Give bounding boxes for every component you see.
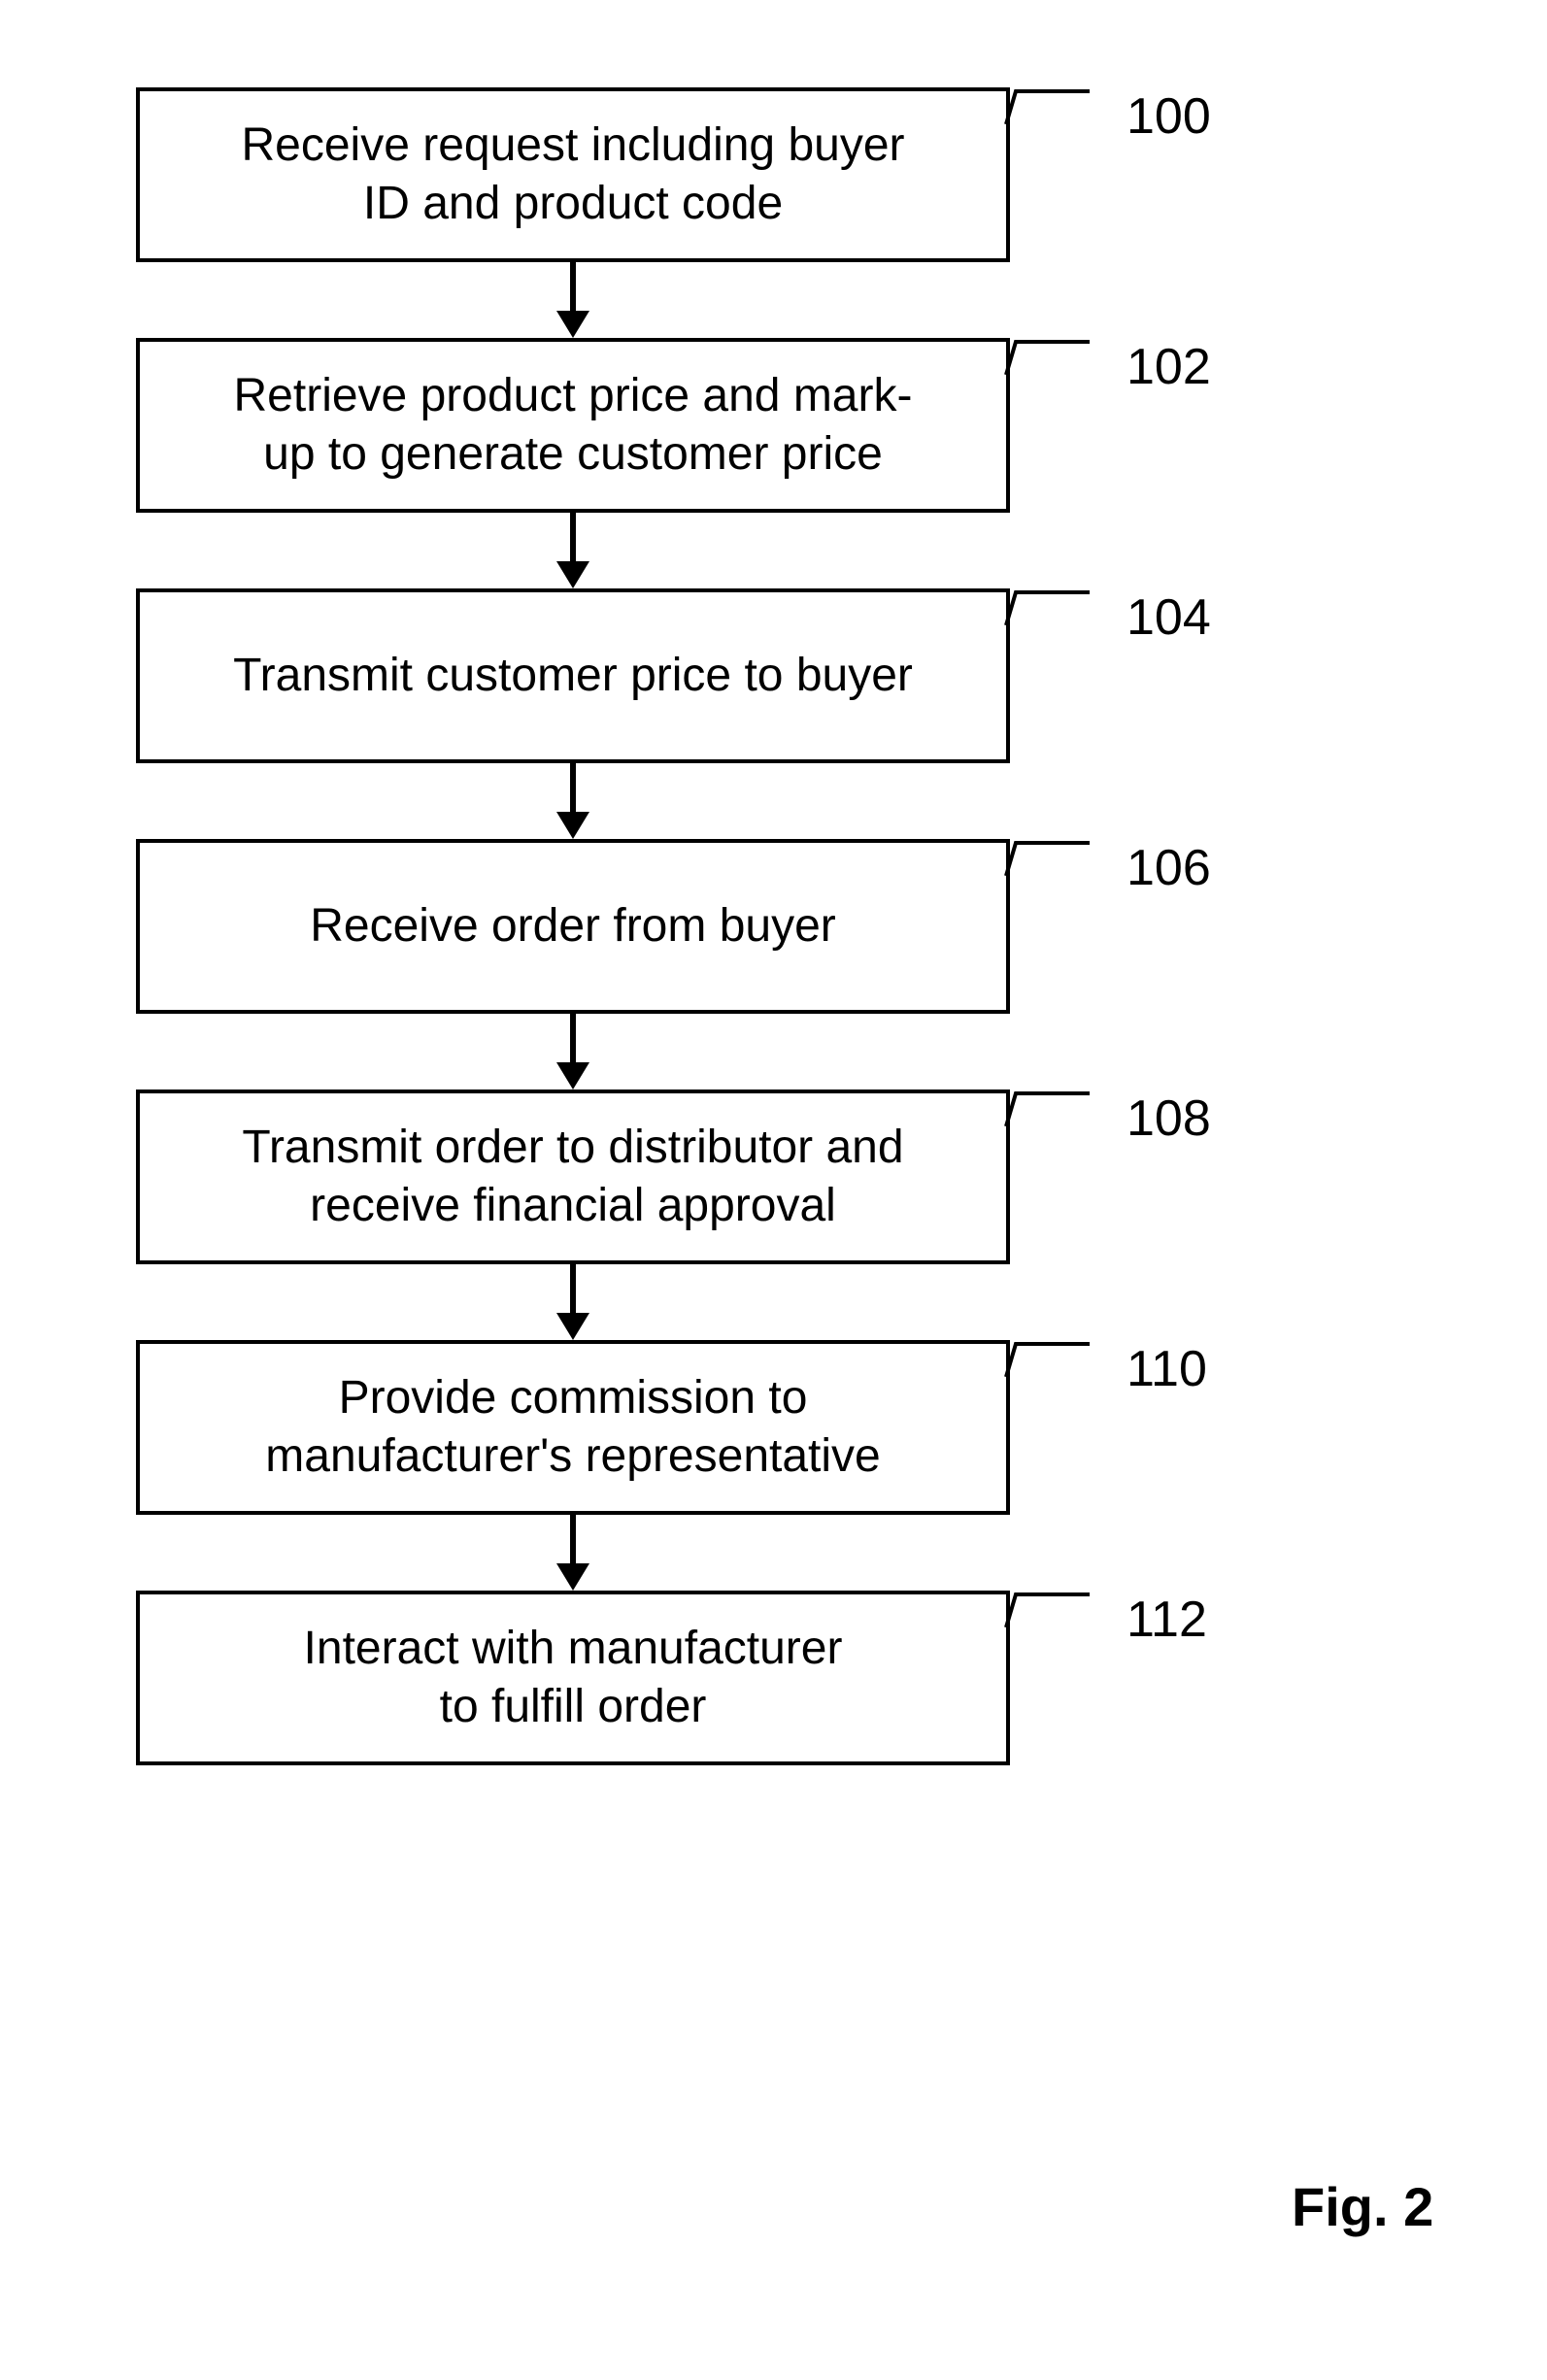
step-reference-label: 104 bbox=[1127, 588, 1211, 647]
step-reference-label: 106 bbox=[1127, 839, 1211, 897]
flowchart-step: Transmit order to distributor and receiv… bbox=[136, 1089, 1107, 1264]
flowchart-box: Transmit customer price to buyer bbox=[136, 588, 1010, 763]
callout-line bbox=[1004, 839, 1092, 883]
flowchart-box: Provide commission to manufacturer's rep… bbox=[136, 1340, 1010, 1515]
flowchart-box: Interact with manufacturer to fulfill or… bbox=[136, 1591, 1010, 1765]
flowchart-box: Transmit order to distributor and receiv… bbox=[136, 1089, 1010, 1264]
flowchart-box: Receive request including buyer ID and p… bbox=[136, 87, 1010, 262]
step-reference-label: 100 bbox=[1127, 87, 1211, 146]
flow-arrow bbox=[136, 1264, 1010, 1340]
flowchart-container: Receive request including buyer ID and p… bbox=[136, 87, 1107, 1765]
flowchart-step: Interact with manufacturer to fulfill or… bbox=[136, 1591, 1107, 1765]
step-reference-label: 110 bbox=[1127, 1340, 1207, 1398]
figure-caption: Fig. 2 bbox=[1292, 2175, 1433, 2238]
flow-arrow bbox=[136, 513, 1010, 588]
callout-line bbox=[1004, 338, 1092, 382]
step-reference-label: 108 bbox=[1127, 1089, 1211, 1148]
flow-arrow bbox=[136, 262, 1010, 338]
callout-line bbox=[1004, 87, 1092, 131]
flowchart-step: Receive order from buyer 106 bbox=[136, 839, 1107, 1014]
step-reference-label: 112 bbox=[1127, 1591, 1207, 1649]
flow-arrow bbox=[136, 763, 1010, 839]
flowchart-box: Receive order from buyer bbox=[136, 839, 1010, 1014]
flow-arrow bbox=[136, 1014, 1010, 1089]
flowchart-step: Provide commission to manufacturer's rep… bbox=[136, 1340, 1107, 1515]
callout-line bbox=[1004, 1089, 1092, 1133]
step-reference-label: 102 bbox=[1127, 338, 1211, 396]
callout-line bbox=[1004, 1340, 1092, 1384]
callout-line bbox=[1004, 1591, 1092, 1634]
flowchart-box: Retrieve product price and mark- up to g… bbox=[136, 338, 1010, 513]
flowchart-step: Retrieve product price and mark- up to g… bbox=[136, 338, 1107, 513]
flow-arrow bbox=[136, 1515, 1010, 1591]
flowchart-step: Transmit customer price to buyer 104 bbox=[136, 588, 1107, 763]
callout-line bbox=[1004, 588, 1092, 632]
flowchart-step: Receive request including buyer ID and p… bbox=[136, 87, 1107, 262]
